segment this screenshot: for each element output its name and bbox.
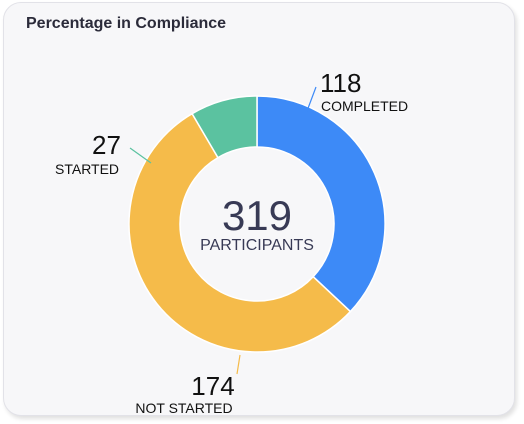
- card-title: Percentage in Compliance: [26, 15, 227, 32]
- not-started-leader-line: [236, 354, 241, 375]
- started-leader-line: [129, 147, 152, 164]
- started-label: STARTED: [55, 161, 119, 177]
- not-started-slice[interactable]: [128, 112, 352, 353]
- started-value: 27: [92, 130, 121, 160]
- slices-layer: [128, 95, 386, 353]
- completed-value: 118: [320, 68, 361, 98]
- total-label: PARTICIPANTS: [200, 237, 314, 254]
- total-value: 319: [222, 192, 292, 239]
- donut-chart: 118 COMPLETED 27 STARTED 174 NOT STARTED…: [55, 68, 408, 416]
- started-slice[interactable]: [191, 95, 258, 159]
- not-started-value: 174: [191, 371, 234, 401]
- completed-slice[interactable]: [256, 95, 386, 313]
- compliance-card: Percentage in Compliance 118 COMPLETED 2…: [3, 2, 515, 416]
- not-started-label: NOT STARTED: [135, 400, 232, 416]
- completed-label: COMPLETED: [321, 98, 408, 114]
- completed-leader-line: [306, 86, 317, 112]
